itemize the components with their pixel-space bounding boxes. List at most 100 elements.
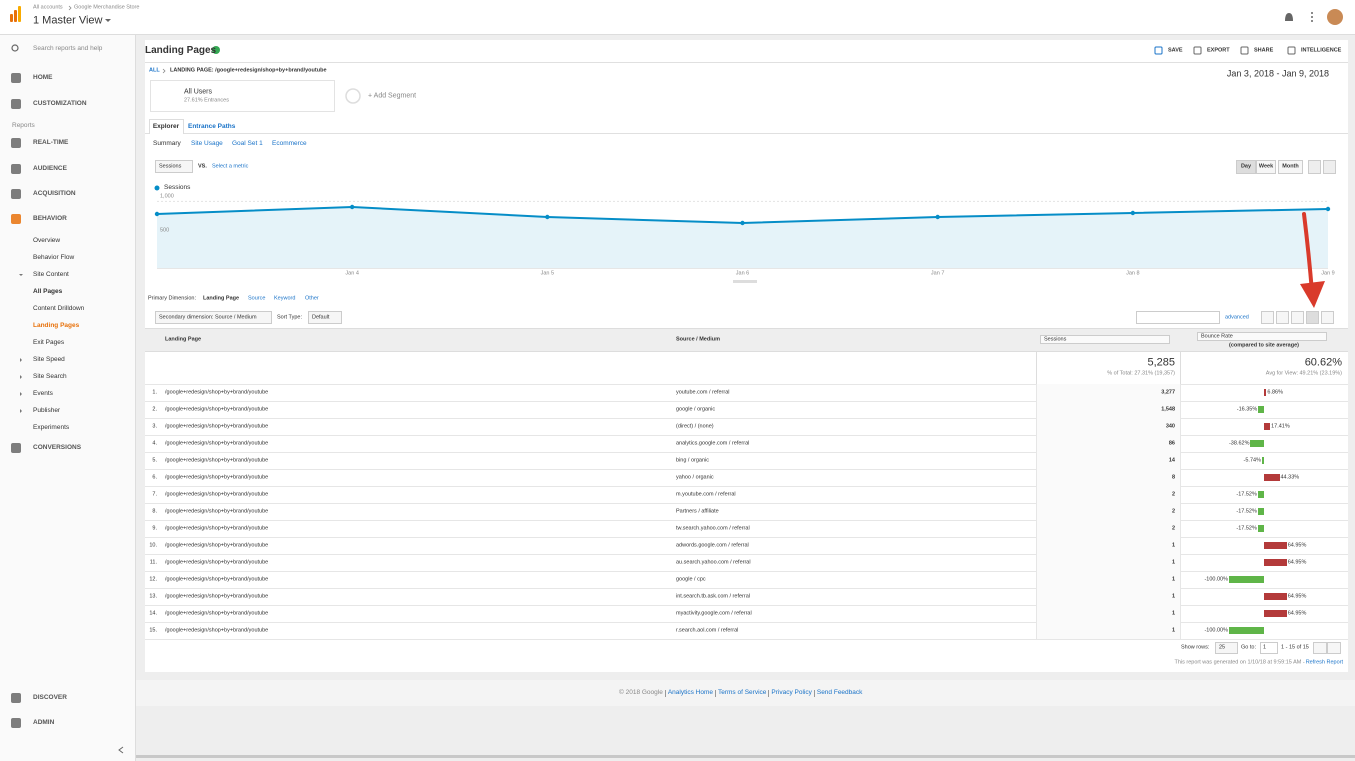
column-select[interactable]	[1040, 335, 1170, 344]
action-button[interactable]: SHARE	[1254, 47, 1274, 54]
advanced-link[interactable]: advanced	[1225, 314, 1249, 321]
source-medium[interactable]: (direct) / (none)	[676, 422, 714, 429]
landing-page[interactable]: /google+redesign/shop+by+brand/youtube	[165, 541, 269, 548]
source-medium[interactable]: int.search.tb.ask.com / referral	[676, 592, 750, 599]
secondary-dimension[interactable]	[155, 311, 272, 324]
add-segment[interactable]: + Add Segment	[368, 92, 417, 100]
action-button[interactable]: EXPORT	[1207, 47, 1230, 54]
next-page[interactable]	[1327, 642, 1341, 654]
landing-page[interactable]: /google+redesign/shop+by+brand/youtube	[165, 388, 269, 395]
source-medium[interactable]: adwords.google.com / referral	[676, 541, 749, 548]
landing-page[interactable]: /google+redesign/shop+by+brand/youtube	[165, 575, 269, 582]
dimension-option[interactable]: Source	[248, 295, 266, 302]
metric-select[interactable]	[155, 160, 193, 173]
source-medium[interactable]: youtube.com / referral	[676, 388, 730, 395]
nav-subitem[interactable]: Site Content	[33, 270, 69, 278]
landing-page[interactable]: /google+redesign/shop+by+brand/youtube	[165, 473, 269, 480]
source-medium[interactable]: analytics.google.com / referral	[676, 439, 750, 446]
action-button[interactable]: INTELLIGENCE	[1301, 47, 1342, 54]
source-medium[interactable]: tw.search.yahoo.com / referral	[676, 524, 750, 531]
source-medium[interactable]: Partners / affiliate	[676, 507, 719, 514]
footer-link[interactable]: Send Feedback	[816, 688, 863, 696]
landing-page[interactable]: /google+redesign/shop+by+brand/youtube	[165, 422, 269, 429]
refresh-link[interactable]: Refresh Report	[1305, 659, 1343, 666]
subtab[interactable]: Summary	[153, 139, 181, 147]
nav-subitem[interactable]: Exit Pages	[33, 338, 65, 346]
nav-subitem[interactable]: Landing Pages	[33, 321, 80, 329]
subtab[interactable]: Goal Set 1	[232, 139, 263, 147]
nav-item[interactable]: ACQUISITION	[33, 189, 76, 197]
footer-link[interactable]: Terms of Service	[717, 688, 767, 696]
view-selector[interactable]: 1 Master View	[33, 14, 103, 27]
landing-page[interactable]: /google+redesign/shop+by+brand/youtube	[165, 439, 269, 446]
page-input[interactable]	[1260, 642, 1278, 654]
landing-page[interactable]: /google+redesign/shop+by+brand/youtube	[165, 405, 269, 412]
nav-subitem[interactable]: Site Search	[33, 372, 67, 380]
segment-card[interactable]	[150, 80, 335, 112]
select-metric[interactable]: Select a metric	[212, 163, 249, 170]
nav-subitem[interactable]: All Pages	[33, 287, 63, 295]
nav-subitem[interactable]: Experiments	[33, 423, 70, 431]
granularity-button[interactable]	[1236, 160, 1256, 174]
chart-type-button[interactable]	[1308, 160, 1321, 174]
granularity-label[interactable]: Week	[1258, 163, 1274, 170]
source-medium[interactable]: google / cpc	[676, 575, 706, 582]
nav-item[interactable]: DISCOVER	[33, 693, 67, 701]
subtab[interactable]: Ecommerce	[272, 139, 307, 147]
granularity-button[interactable]	[1278, 160, 1303, 174]
nav-item[interactable]: HOME	[33, 73, 53, 81]
nav-subitem[interactable]: Overview	[33, 236, 61, 244]
source-medium[interactable]: myactivity.google.com / referral	[676, 609, 752, 616]
footer-link[interactable]: Analytics Home	[667, 688, 713, 696]
tab[interactable]: Entrance Paths	[188, 122, 236, 130]
nav-subitem[interactable]: Events	[33, 389, 53, 397]
source-medium[interactable]: m.youtube.com / referral	[676, 490, 736, 497]
source-medium[interactable]: au.search.yahoo.com / referral	[676, 558, 751, 565]
granularity-button[interactable]	[1256, 160, 1276, 174]
dimension-option[interactable]: Keyword	[274, 295, 296, 302]
action-button[interactable]: SAVE	[1168, 47, 1183, 54]
nav-item[interactable]: CUSTOMIZATION	[33, 99, 87, 107]
chart-type-button[interactable]	[1323, 160, 1336, 174]
nav-item[interactable]: BEHAVIOR	[33, 214, 67, 222]
landing-page[interactable]: /google+redesign/shop+by+brand/youtube	[165, 456, 269, 463]
view-toggle[interactable]	[1276, 311, 1289, 324]
nav-item[interactable]: REAL-TIME	[33, 138, 69, 146]
landing-page[interactable]: /google+redesign/shop+by+brand/youtube	[165, 507, 269, 514]
dimension-option[interactable]: Other	[305, 295, 319, 302]
source-medium[interactable]: google / organic	[676, 405, 716, 412]
date-range[interactable]: Jan 3, 2018 - Jan 9, 2018	[1226, 68, 1329, 79]
landing-page[interactable]: /google+redesign/shop+by+brand/youtube	[165, 609, 269, 616]
nav-item[interactable]: ADMIN	[33, 718, 55, 726]
landing-page[interactable]: /google+redesign/shop+by+brand/youtube	[165, 592, 269, 599]
tab[interactable]: Explorer	[152, 122, 180, 130]
nav-subitem[interactable]: Publisher	[33, 406, 61, 414]
nav-subitem[interactable]: Content Drilldown	[33, 304, 85, 312]
nav-subitem[interactable]: Site Speed	[33, 355, 65, 363]
view-toggle[interactable]	[1261, 311, 1274, 324]
column-select[interactable]	[1197, 332, 1327, 341]
nav-item[interactable]: AUDIENCE	[33, 164, 67, 172]
source-medium[interactable]: yahoo / organic	[676, 473, 714, 480]
nav-subitem[interactable]: Behavior Flow	[33, 253, 75, 261]
view-toggle[interactable]	[1306, 311, 1319, 324]
breadcrumb-link[interactable]: All accounts	[33, 4, 63, 11]
breadcrumb-link[interactable]: ALL	[149, 67, 160, 74]
source-medium[interactable]: r.search.aol.com / referral	[676, 626, 739, 633]
footer-link[interactable]: Privacy Policy	[771, 688, 812, 696]
breadcrumb-link[interactable]: Google Merchandise Store	[74, 4, 140, 11]
landing-page[interactable]: /google+redesign/shop+by+brand/youtube	[165, 490, 269, 497]
landing-page[interactable]: /google+redesign/shop+by+brand/youtube	[165, 626, 269, 633]
landing-page[interactable]: /google+redesign/shop+by+brand/youtube	[165, 558, 269, 565]
subtab[interactable]: Site Usage	[191, 139, 223, 147]
rows-select[interactable]	[1215, 642, 1238, 654]
granularity-label[interactable]: Day	[1240, 163, 1252, 170]
landing-page[interactable]: /google+redesign/shop+by+brand/youtube	[165, 524, 269, 531]
source-medium[interactable]: bing / organic	[676, 456, 710, 463]
search-input[interactable]: Search reports and help	[33, 44, 103, 52]
view-toggle[interactable]	[1291, 311, 1304, 324]
sort-select[interactable]	[308, 311, 342, 324]
granularity-label[interactable]: Month	[1282, 163, 1299, 170]
table-search[interactable]	[1136, 311, 1220, 324]
prev-page[interactable]	[1313, 642, 1327, 654]
